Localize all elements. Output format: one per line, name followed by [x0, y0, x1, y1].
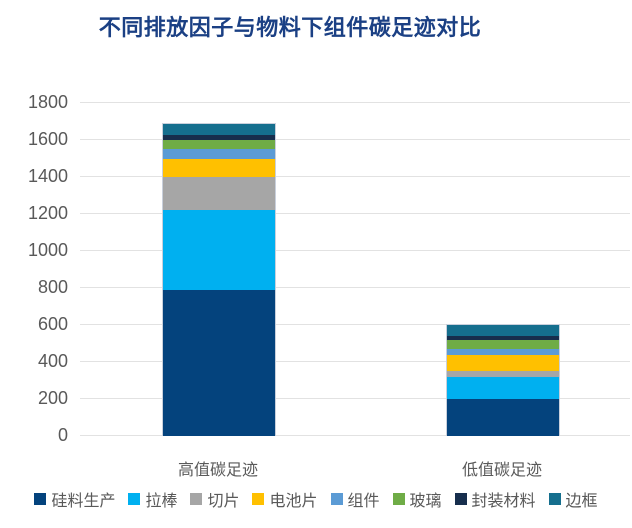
gridline: [80, 250, 630, 251]
x-category-label: 高值碳足迹: [177, 462, 258, 479]
legend-item-边框[interactable]: 边框: [548, 487, 598, 511]
y-tick-label: 1600: [27, 129, 68, 149]
x-category-label: 低值碳足迹: [461, 462, 542, 479]
gridline: [80, 361, 630, 362]
bar-segment-玻璃[interactable]: [447, 339, 559, 350]
bar-segment-电池片[interactable]: [163, 159, 275, 177]
bar-segment-拉棒[interactable]: [163, 210, 275, 290]
bar-segment-硅料生产[interactable]: [447, 399, 559, 436]
legend-item-组件[interactable]: 组件: [330, 487, 380, 511]
y-tick-label: 400: [37, 351, 68, 371]
legend-item-切片[interactable]: 切片: [190, 487, 239, 511]
legend-swatch-icon: [330, 493, 343, 505]
bar-segment-边框[interactable]: [163, 124, 275, 136]
legend: 硅料生产 拉棒 切片 电池片 组件 玻璃 封装材料 边框: [0, 487, 632, 511]
legend-swatch-icon: [190, 493, 203, 505]
bar-segment-玻璃[interactable]: [163, 140, 275, 150]
gridline: [80, 435, 630, 436]
y-tick-label: 1200: [27, 203, 68, 223]
bar-segment-封装材料[interactable]: [163, 135, 275, 141]
y-tick-label: 0: [57, 425, 68, 445]
legend-label: 边框: [565, 493, 598, 510]
gridline: [80, 176, 630, 177]
bar-segment-电池片[interactable]: [447, 354, 559, 372]
bar-segment-组件[interactable]: [447, 349, 559, 355]
gridline: [80, 102, 630, 103]
bar-segment-封装材料[interactable]: [447, 336, 559, 340]
legend-label: 组件: [347, 493, 380, 510]
legend-label: 切片: [207, 493, 240, 510]
bar-segment-拉棒[interactable]: [447, 376, 559, 399]
legend-swatch-icon: [454, 493, 467, 505]
legend-item-电池片[interactable]: 电池片: [252, 487, 318, 511]
legend-swatch-icon: [34, 493, 47, 505]
bar-segment-切片[interactable]: [163, 177, 275, 211]
y-tick-label: 1800: [27, 92, 68, 112]
legend-swatch-icon: [548, 493, 561, 505]
gridline: [80, 398, 630, 399]
gridline: [80, 324, 630, 325]
legend-label: 硅料生产: [51, 493, 116, 510]
legend-label: 电池片: [269, 493, 318, 510]
legend-item-封装材料[interactable]: 封装材料: [454, 487, 536, 511]
legend-item-硅料生产[interactable]: 硅料生产: [34, 487, 115, 511]
y-tick-label: 200: [37, 388, 68, 408]
legend-label: 玻璃: [409, 493, 442, 510]
bar-segment-组件[interactable]: [163, 149, 275, 160]
legend-item-拉棒[interactable]: 拉棒: [128, 487, 177, 511]
legend-swatch-icon: [128, 493, 141, 505]
y-tick-label: 600: [37, 314, 68, 334]
legend-label: 封装材料: [471, 493, 536, 510]
bar-segment-切片[interactable]: [447, 371, 559, 377]
y-tick-label: 1000: [27, 240, 68, 260]
gridline: [80, 213, 630, 214]
legend-swatch-icon: [392, 493, 405, 505]
stacked-bar-低值碳足迹[interactable]: [446, 324, 560, 436]
chart-title: 不同排放因子与物料下组件碳足迹对比: [98, 15, 482, 40]
gridline: [80, 139, 630, 140]
gridline: [80, 287, 630, 288]
legend-item-玻璃[interactable]: 玻璃: [392, 487, 442, 511]
legend-swatch-icon: [252, 493, 265, 505]
stacked-bar-高值碳足迹[interactable]: [162, 123, 276, 436]
legend-label: 拉棒: [145, 493, 178, 510]
y-tick-label: 1400: [27, 166, 68, 186]
bar-segment-硅料生产[interactable]: [163, 289, 275, 436]
bar-segment-边框[interactable]: [447, 325, 559, 337]
y-tick-label: 800: [37, 277, 68, 297]
